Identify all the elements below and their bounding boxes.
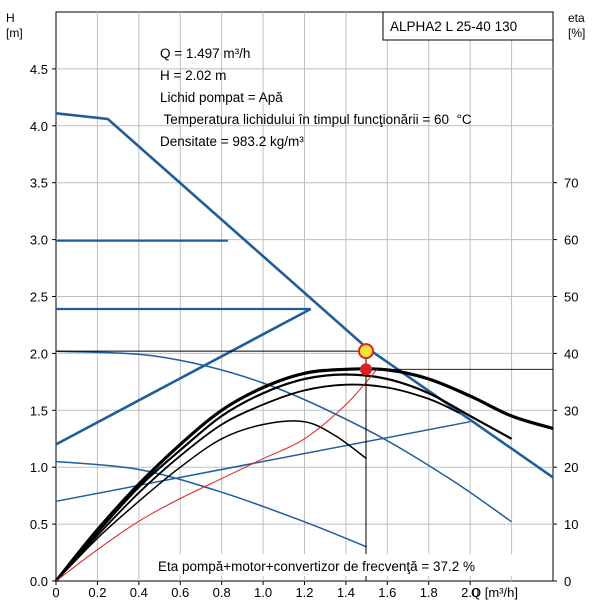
tick-labels: 0 0.2 0.4 0.6 0.8 1.0 1.2 1.4 1.6 1.8 2.0 0.0 0.5 1.0… <box>30 62 579 600</box>
y-left-tick-label: 3.0 <box>30 233 48 248</box>
x-tick-label: 0.8 <box>213 585 231 600</box>
y-right-tick-label: 0 <box>564 574 571 589</box>
x-axis-label: Q [m³/h] <box>471 585 518 600</box>
annotation-q: Q = 1.497 m³/h <box>160 46 250 61</box>
efficiency-note: Eta pompă+motor+convertizor de frecvenţă… <box>158 559 475 574</box>
y-left-tick-label: 4.5 <box>30 62 48 77</box>
y-left-label-line2: [m] <box>6 26 23 40</box>
y-right-tick-label: 20 <box>564 460 578 475</box>
y-right-tick-label: 60 <box>564 233 578 248</box>
y-left-tick-label: 2.0 <box>30 346 48 361</box>
y-right-label-line1: eta <box>568 11 585 25</box>
x-tick-label: 1.2 <box>295 585 313 600</box>
y-right-tick-label: 40 <box>564 346 578 361</box>
fixed-speed-curve <box>55 350 513 523</box>
y-left-tick-label: 2.5 <box>30 290 48 305</box>
duty-point-marker <box>358 343 375 360</box>
y-right-tick-label: 10 <box>564 517 578 532</box>
efficiency-curve <box>55 373 513 582</box>
efficiency-point-marker <box>360 363 373 376</box>
y-left-tick-label: 1.5 <box>30 403 48 418</box>
x-tick-label: 0 <box>52 585 59 600</box>
y-right-tick-label: 70 <box>564 176 578 191</box>
efficiency-curve <box>55 383 461 582</box>
x-tick-label: 0.4 <box>130 585 148 600</box>
y-left-tick-label: 0.0 <box>30 574 48 589</box>
grid-lines <box>52 12 557 585</box>
y-left-tick-label: 3.5 <box>30 176 48 191</box>
annotation-h: H = 2.02 m <box>160 68 226 83</box>
fixed-speed-curve <box>55 460 367 548</box>
efficiency-curve <box>55 420 368 582</box>
x-tick-label: 0.2 <box>88 585 106 600</box>
annotation-temperature: Temperatura lichidului în timpul funcţio… <box>160 112 472 127</box>
system-curve <box>55 368 378 582</box>
model-box <box>382 11 554 41</box>
annotation-liquid: Lichid pompat = Apă <box>160 90 283 105</box>
x-tick-label: 1.6 <box>378 585 396 600</box>
x-tick-label: 2.0 <box>461 585 479 600</box>
x-tick-label: 1.0 <box>254 585 272 600</box>
x-tick-label: 0.6 <box>171 585 189 600</box>
efficiency-note-box <box>155 554 545 576</box>
y-right-tick-label: 30 <box>564 403 578 418</box>
x-tick-label: 1.4 <box>337 585 355 600</box>
y-right-label-line2: [%] <box>568 26 585 40</box>
efficiency-curve <box>54 367 554 583</box>
annotation-density: Densitate = 983.2 kg/m³ <box>160 134 304 149</box>
y-left-tick-label: 4.0 <box>30 119 48 134</box>
model-title: ALPHA2 L 25-40 130 <box>390 19 517 34</box>
y-left-tick-label: 1.0 <box>30 460 48 475</box>
proportional-pressure-curve <box>55 420 471 503</box>
curves <box>54 112 554 583</box>
x-tick-label: 1.8 <box>420 585 438 600</box>
proportional-pressure-curve <box>55 307 312 446</box>
y-left-label-line1: H <box>6 11 15 25</box>
y-left-tick-label: 0.5 <box>30 517 48 532</box>
y-right-tick-label: 50 <box>564 290 578 305</box>
